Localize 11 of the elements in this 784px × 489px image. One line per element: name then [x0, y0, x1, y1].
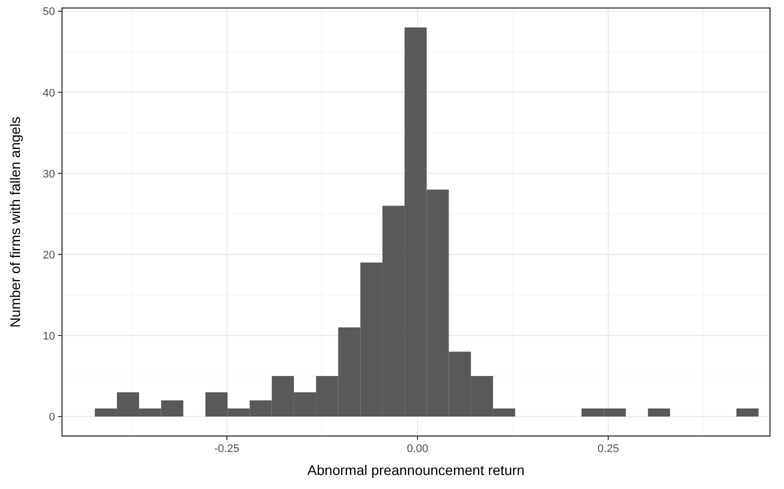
y-tick-label: 40: [42, 87, 55, 100]
x-tick-label: 0.00: [406, 443, 428, 455]
y-tick-label: 0: [48, 412, 55, 424]
x-tick-label: 0.25: [598, 443, 619, 455]
y-tick-label: 30: [42, 168, 55, 180]
y-tick-label: 20: [42, 249, 55, 262]
x-tick-label: -0.25: [214, 443, 240, 455]
x-axis-title: Abnormal preannouncement return: [307, 462, 525, 478]
y-axis-title: Number of firms with fallen angels: [7, 116, 23, 328]
y-tick-label: 10: [42, 330, 55, 342]
y-tick-label: 50: [42, 6, 55, 18]
